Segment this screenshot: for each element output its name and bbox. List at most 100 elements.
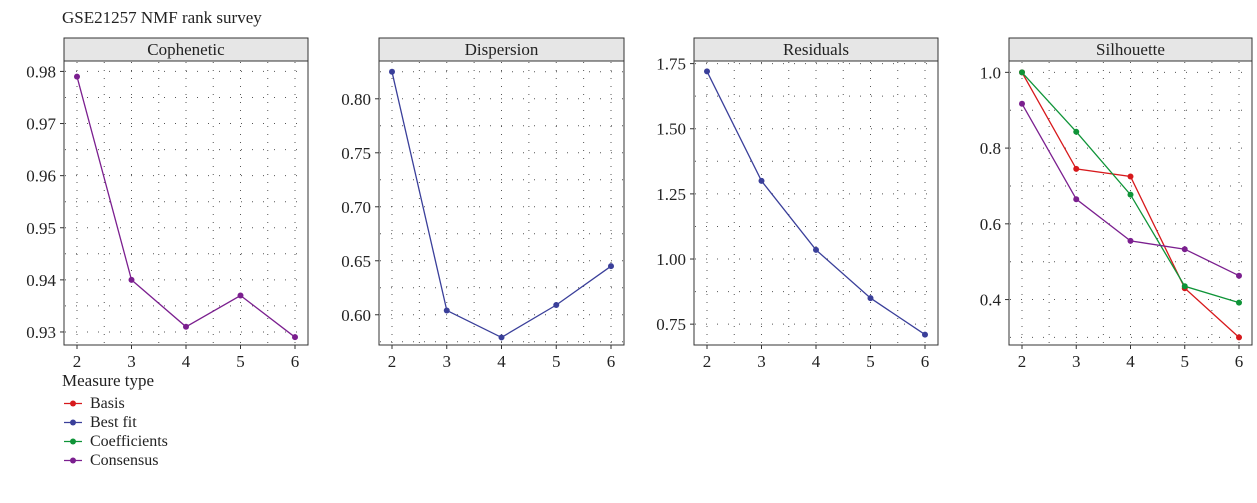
panel-dispersion-series-best-fit-point-2 xyxy=(389,68,395,75)
panel-dispersion-xtick-label-4: 6 xyxy=(607,352,616,370)
panel-residuals-ytick-label-3: 1.50 xyxy=(656,120,686,139)
panel-silhouette-series-coefficients-point-5 xyxy=(1181,283,1188,290)
panel-silhouette-series-coefficients-point-6 xyxy=(1236,299,1242,306)
panel-dispersion-strip-title: Dispersion xyxy=(465,40,539,59)
panel-cophenetic-xtick-label-3: 5 xyxy=(236,352,245,370)
panel-silhouette-xtick-label-1: 3 xyxy=(1072,352,1081,370)
panel-silhouette-series-coefficients-point-2 xyxy=(1019,69,1025,76)
legend-key-point-consensus xyxy=(70,457,76,464)
panel-dispersion-xtick-label-2: 4 xyxy=(497,352,506,370)
panel-silhouette-xtick-label-0: 2 xyxy=(1018,352,1027,370)
legend-key-point-best-fit xyxy=(70,419,76,426)
panel-silhouette-series-basis-point-6 xyxy=(1236,334,1242,341)
panel-cophenetic-ytick-label-1: 0.94 xyxy=(26,271,56,290)
legend-key-point-coefficients xyxy=(70,438,76,445)
legend-item-basis: Basis xyxy=(62,394,168,413)
panel-silhouette-ytick-label-2: 0.8 xyxy=(980,139,1001,158)
legend-item-best-fit: Best fit xyxy=(62,413,168,432)
panel-residuals-ytick-label-0: 0.75 xyxy=(656,315,686,334)
legend-key-basis xyxy=(64,400,82,407)
panel-cophenetic-xtick-label-1: 3 xyxy=(127,352,136,370)
panel-residuals-series-best-fit-point-4 xyxy=(813,246,819,253)
panel-residuals-ytick-label-2: 1.25 xyxy=(656,185,686,204)
panel-cophenetic-xtick-label-0: 2 xyxy=(73,352,82,370)
panel-residuals-series-best-fit-point-5 xyxy=(867,295,874,302)
panel-cophenetic-series-consensus-point-2 xyxy=(74,73,80,80)
panel-silhouette-series-basis-point-4 xyxy=(1127,173,1134,180)
panel-silhouette-xtick-label-4: 6 xyxy=(1235,352,1244,370)
panel-silhouette-ytick-label-1: 0.6 xyxy=(980,215,1001,234)
panel-cophenetic-frame xyxy=(63,60,309,346)
panel-dispersion-xtick-label-3: 5 xyxy=(552,352,561,370)
panel-residuals-xtick-label-1: 3 xyxy=(757,352,766,370)
panel-residuals-ytick-label-4: 1.75 xyxy=(656,55,686,74)
legend-key-coefficients xyxy=(64,438,82,445)
panel-silhouette-series-consensus-point-5 xyxy=(1181,246,1188,253)
panel-residuals-frame xyxy=(693,60,939,346)
panel-residuals-ytick-label-1: 1.00 xyxy=(656,250,686,269)
panel-dispersion-ytick-label-0: 0.60 xyxy=(341,306,371,325)
panel-dispersion-ytick-label-3: 0.75 xyxy=(341,144,371,163)
panel-residuals-xtick-label-2: 4 xyxy=(812,352,821,370)
panel-residuals: Residuals 0.75 1.00 1.25 1.50 1.75 2 3 4 5 6 xyxy=(656,37,939,370)
panel-silhouette-xtick-label-3: 5 xyxy=(1181,352,1190,370)
panel-dispersion-series-best-fit-point-3 xyxy=(443,307,450,314)
legend-item-coefficients: Coefficients xyxy=(62,432,168,451)
legend-label-best-fit: Best fit xyxy=(90,413,137,431)
legend-label-consensus: Consensus xyxy=(90,451,159,469)
panel-cophenetic-ytick-label-2: 0.95 xyxy=(26,219,56,238)
legend-label-basis: Basis xyxy=(90,394,125,412)
panel-silhouette: Silhouette 0.4 0.6 0.8 1.0 2 3 4 5 6 xyxy=(980,37,1253,370)
panel-silhouette-series-consensus-point-2 xyxy=(1019,100,1025,107)
panel-dispersion-xtick-label-0: 2 xyxy=(388,352,397,370)
panel-residuals-series-best-fit-point-3 xyxy=(758,177,765,184)
panel-residuals-xtick-label-0: 2 xyxy=(703,352,712,370)
panel-dispersion-frame xyxy=(378,60,625,346)
panel-silhouette-frame xyxy=(1008,60,1253,346)
panel-residuals-xtick-label-3: 5 xyxy=(866,352,875,370)
panel-dispersion-ytick-label-2: 0.70 xyxy=(341,198,371,217)
panel-silhouette-ytick-label-0: 0.4 xyxy=(980,291,1002,310)
figure-title: GSE21257 NMF rank survey xyxy=(62,8,262,27)
panel-cophenetic-series-consensus-point-3 xyxy=(128,276,135,283)
panel-cophenetic-ytick-label-4: 0.97 xyxy=(26,115,56,134)
panel-cophenetic: Cophenetic 0.93 0.94 0.95 0.96 0.97 0.98 2 3 4 5 6 xyxy=(26,37,309,370)
panel-residuals-series-best-fit-point-6 xyxy=(922,331,928,338)
legend-key-point-basis xyxy=(70,400,76,407)
panel-dispersion-series-best-fit-point-4 xyxy=(498,334,505,341)
panel-silhouette-series-consensus-point-3 xyxy=(1073,196,1080,203)
panel-cophenetic-strip-title: Cophenetic xyxy=(147,40,225,59)
panel-dispersion-xtick-label-1: 3 xyxy=(443,352,452,370)
panel-silhouette-xtick-label-2: 4 xyxy=(1126,352,1135,370)
panel-cophenetic-ytick-label-3: 0.96 xyxy=(26,167,56,186)
panel-cophenetic-xtick-label-2: 4 xyxy=(182,352,191,370)
panel-cophenetic-xtick-label-4: 6 xyxy=(291,352,300,370)
panel-dispersion: Dispersion 0.60 0.65 0.70 0.75 0.80 2 3 4 5 6 xyxy=(341,37,625,370)
legend: Measure type Basis Best fit Coefficients… xyxy=(62,371,168,470)
panel-silhouette-series-basis-point-3 xyxy=(1073,165,1080,172)
panel-residuals-series-best-fit-point-2 xyxy=(704,68,710,75)
panel-cophenetic-series-consensus-point-5 xyxy=(237,292,244,299)
panel-cophenetic-series-consensus-point-6 xyxy=(292,334,298,341)
panel-silhouette-series-coefficients-point-3 xyxy=(1073,128,1080,135)
panel-silhouette-ytick-label-3: 1.0 xyxy=(980,63,1001,82)
panel-cophenetic-ytick-label-0: 0.93 xyxy=(26,323,56,342)
panel-residuals-xtick-label-4: 6 xyxy=(921,352,930,370)
panel-cophenetic-series-consensus-point-4 xyxy=(183,323,189,330)
legend-label-coefficients: Coefficients xyxy=(90,432,168,450)
panel-silhouette-series-coefficients-point-4 xyxy=(1127,191,1134,198)
panel-silhouette-strip-title: Silhouette xyxy=(1096,40,1165,59)
panel-dispersion-series-best-fit-point-5 xyxy=(553,302,560,309)
panel-cophenetic-ytick-label-5: 0.98 xyxy=(26,62,56,81)
panel-dispersion-ytick-label-1: 0.65 xyxy=(341,252,371,271)
legend-title: Measure type xyxy=(62,371,155,390)
legend-key-consensus xyxy=(64,457,82,464)
panel-dispersion-series-best-fit-point-6 xyxy=(608,263,614,270)
panel-silhouette-series-consensus-point-6 xyxy=(1236,272,1242,279)
legend-key-best-fit xyxy=(64,419,82,426)
panel-dispersion-ytick-label-4: 0.80 xyxy=(341,90,371,109)
legend-item-consensus: Consensus xyxy=(62,451,168,470)
panel-residuals-strip-title: Residuals xyxy=(783,40,849,59)
panel-silhouette-series-consensus-point-4 xyxy=(1127,237,1134,244)
